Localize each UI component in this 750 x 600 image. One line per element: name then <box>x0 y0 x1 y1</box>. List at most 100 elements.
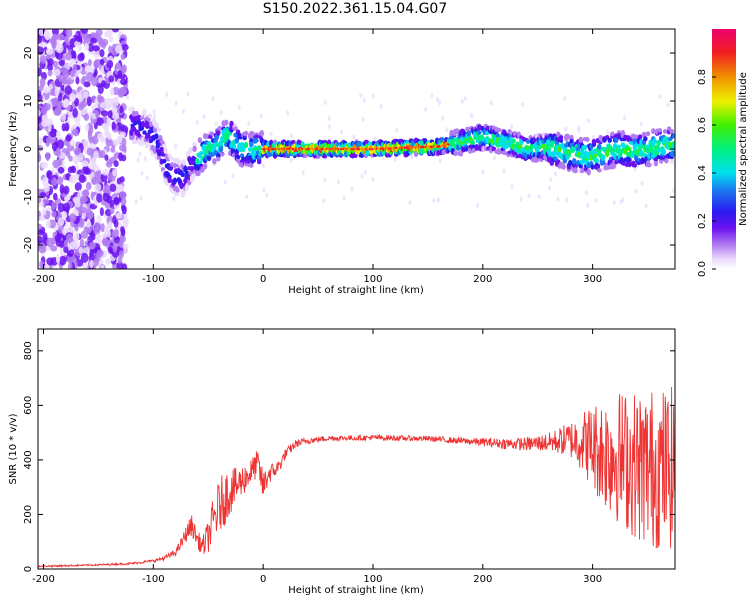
spectrogram-cell <box>521 102 525 108</box>
spectrogram-ytick-label: 10 <box>23 95 34 108</box>
spectrogram-cell <box>600 159 606 165</box>
spectrogram-cell <box>242 136 247 141</box>
spectrogram-cell <box>105 139 113 147</box>
spectrogram-cell <box>46 170 53 179</box>
spectrogram-cell <box>217 125 222 132</box>
spectrogram-cell <box>89 259 94 269</box>
spectrogram-cell <box>94 183 102 192</box>
spectrogram-cell <box>191 174 196 180</box>
spectrogram-cell <box>661 149 666 156</box>
spectrogram-cell <box>327 116 331 122</box>
spectrogram-cell <box>562 157 568 164</box>
spectrogram-cell <box>466 130 471 137</box>
snr-xtick-label: 200 <box>473 574 492 585</box>
spectrogram-cell <box>100 135 105 144</box>
spectrogram-cell <box>600 167 604 173</box>
spectrogram-cell <box>56 33 65 41</box>
spectrogram-cell <box>100 66 105 76</box>
spectrogram-cell <box>57 102 63 110</box>
spectrogram-cell <box>39 41 48 48</box>
spectrogram-cell <box>102 184 111 194</box>
spectrogram-cell <box>107 171 113 181</box>
spectrogram-cell <box>38 114 43 124</box>
spectrogram-cell <box>249 141 254 148</box>
spectrogram-cell <box>303 153 308 158</box>
spectrogram-cell <box>140 170 144 176</box>
spectrogram-cell <box>101 237 109 246</box>
spectrogram-cell <box>38 93 43 102</box>
spectrogram-cell <box>186 91 190 97</box>
spectrogram-cell <box>197 137 203 144</box>
spectrogram-cell <box>39 260 45 269</box>
spectrogram-cell <box>104 154 109 161</box>
spectrogram-cell <box>113 160 119 168</box>
spectrogram-cell <box>56 139 65 150</box>
spectrogram-cell <box>111 121 116 131</box>
spectrogram-cell <box>107 131 112 141</box>
spectrogram-cell <box>489 100 493 106</box>
spectrogram-cell <box>289 157 293 163</box>
spectrogram-cell <box>44 30 51 41</box>
spectrogram-cell <box>470 139 475 146</box>
spectrogram-cell <box>69 174 77 184</box>
spectrogram-cell <box>55 51 63 60</box>
spectrogram-cell <box>62 202 71 213</box>
spectrogram-cell <box>39 54 47 64</box>
spectrogram-cell <box>510 123 514 129</box>
snr-panel: -200 -100 0 100 200 300 0 200 400 600 800 Height o… <box>8 328 676 596</box>
spectrogram-cell <box>350 186 354 192</box>
spectrogram-cell <box>637 134 643 140</box>
spectrogram-cell <box>84 65 91 73</box>
spectrogram-cell <box>235 154 241 160</box>
snr-ytick-label: 600 <box>23 396 34 415</box>
spectrogram-cell <box>49 128 58 138</box>
spectrogram-cell <box>371 176 375 182</box>
spectrogram-cell <box>45 137 52 144</box>
spectrogram-cell <box>40 162 49 169</box>
spectrogram-cell <box>74 182 82 192</box>
spectrogram-cell <box>45 152 50 162</box>
spectrogram-xtick-label: 100 <box>363 274 382 285</box>
spectrogram-cell <box>254 134 259 139</box>
spectrogram-cell <box>481 169 485 175</box>
spectrogram-cell <box>632 162 638 168</box>
spectrogram-cell <box>116 177 122 185</box>
spectrogram-cell <box>373 136 377 142</box>
spectrogram-cell <box>565 197 569 203</box>
spectrogram-cell <box>247 155 253 161</box>
snr-ytick-label: 0 <box>23 566 34 572</box>
spectrogram-ytick-label: -20 <box>23 237 34 253</box>
spectrogram-cell <box>594 157 599 164</box>
spectrogram-cell <box>100 265 105 269</box>
spectrogram-cell <box>511 138 516 144</box>
spectrogram-cell <box>549 176 553 182</box>
spectrogram-cell <box>612 200 616 206</box>
spectrogram-cell <box>438 158 442 164</box>
spectrogram-cell <box>54 86 60 97</box>
spectrogram-cell <box>174 144 178 150</box>
spectrogram-cell <box>45 48 54 55</box>
spectrogram-cell <box>38 136 42 144</box>
spectrogram-cell <box>38 152 41 162</box>
spectrogram-cell <box>113 228 119 238</box>
spectrogram-cell <box>571 157 577 165</box>
spectrogram-cell <box>53 108 62 116</box>
spectrogram-cell <box>142 108 147 116</box>
spectrogram-cell <box>669 128 674 135</box>
spectrogram-cell <box>50 245 58 252</box>
spectrogram-cell <box>395 127 399 133</box>
spectrogram-cell <box>87 42 94 52</box>
spectrogram-cell <box>139 195 143 201</box>
spectrogram-cell <box>181 159 187 166</box>
spectrogram-cell <box>265 192 269 198</box>
spectrogram-cell <box>670 150 675 157</box>
spectrogram-cell <box>57 166 65 174</box>
spectrogram-cell <box>113 96 119 104</box>
spectrogram-cell <box>525 139 531 144</box>
spectrogram-cell <box>91 176 99 185</box>
spectrogram-cell <box>83 81 91 88</box>
spectrogram-cell <box>63 185 70 195</box>
spectrogram-cell <box>46 237 54 248</box>
